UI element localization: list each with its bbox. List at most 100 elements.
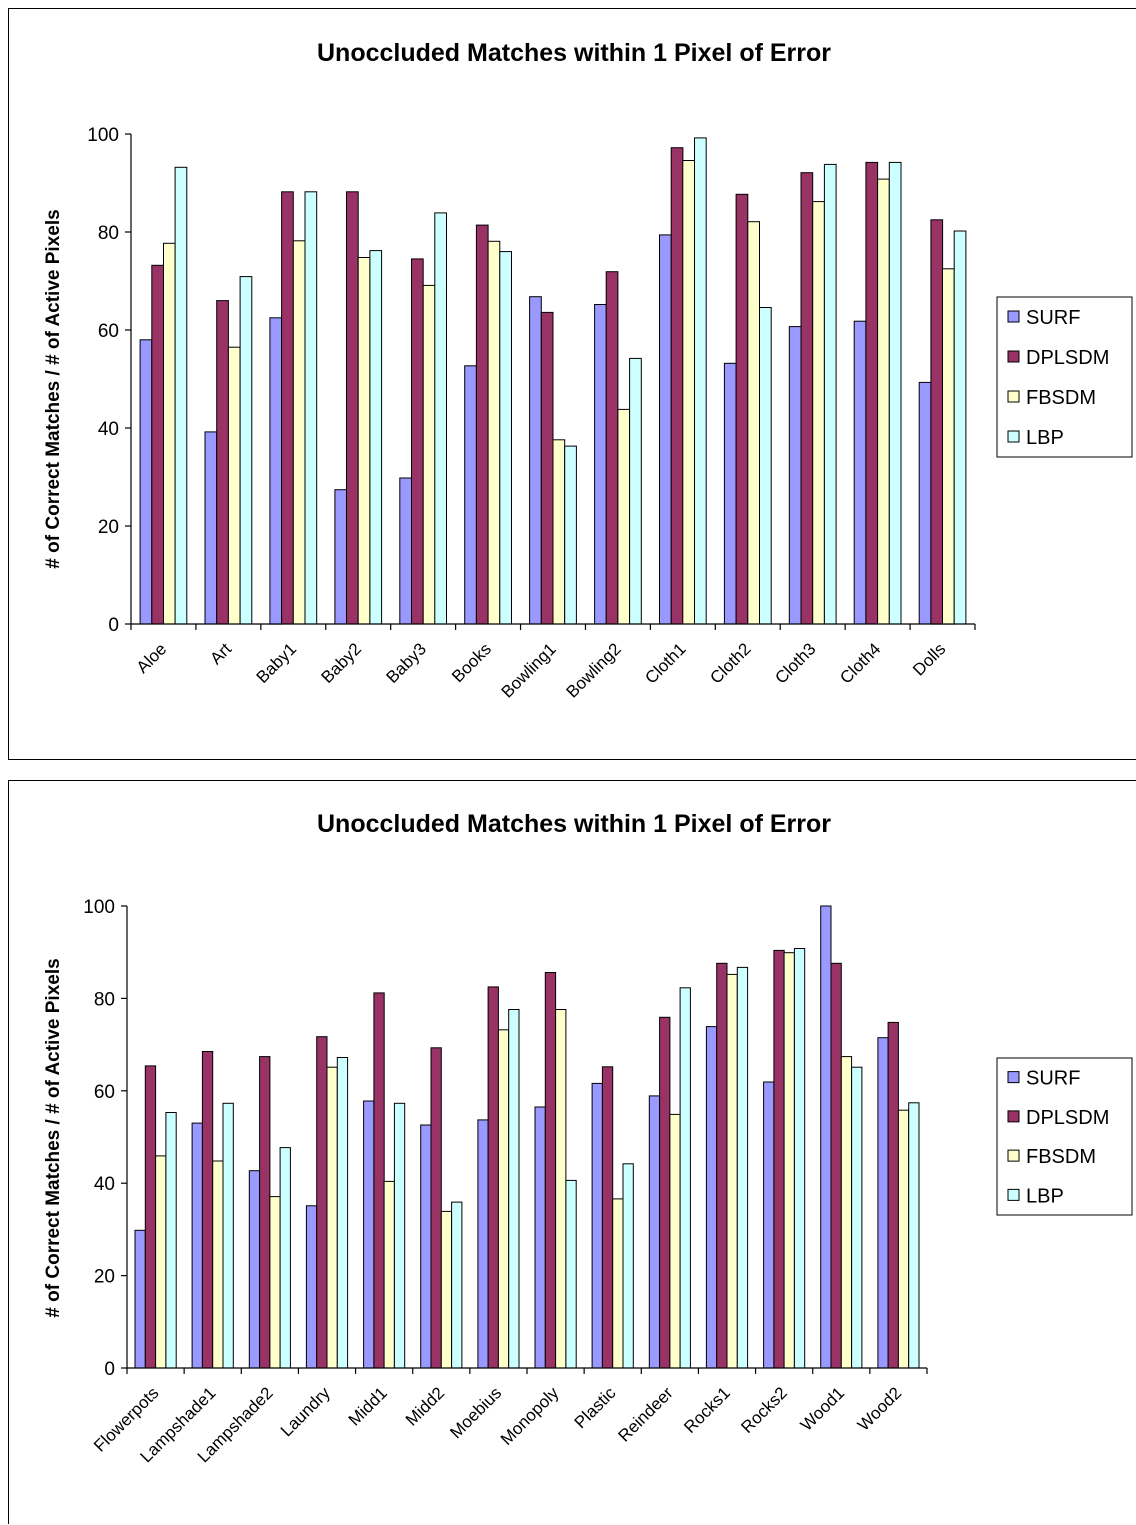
- bar-lbp-art: [239, 276, 253, 625]
- bar-fbsdm-rocks2: [783, 952, 795, 1369]
- x-tick-label: Bowling1: [498, 639, 560, 701]
- bar-dplsdm-rocks1: [716, 962, 728, 1369]
- legend-swatch-lbp: [1007, 430, 1020, 443]
- x-tick-label: Monopoly: [497, 1383, 563, 1449]
- bar-surf-plastic: [591, 1082, 603, 1369]
- bar-surf-wood1: [820, 905, 832, 1369]
- legend-swatch-surf: [1007, 310, 1020, 323]
- bar-fbsdm-dolls: [942, 268, 955, 625]
- bar-dplsdm-cloth4: [865, 161, 879, 625]
- bar-surf-rocks2: [763, 1081, 775, 1369]
- bar-lbp-cloth1: [694, 137, 707, 625]
- x-tick-label: Midd2: [402, 1383, 448, 1429]
- bar-lbp-cloth4: [888, 161, 902, 625]
- x-tick-label: Bowling2: [563, 639, 625, 701]
- bar-surf-art: [204, 431, 218, 625]
- bar-fbsdm-laundry: [326, 1066, 338, 1369]
- legend-swatch-surf: [1007, 1071, 1020, 1084]
- bar-dplsdm-aloe: [151, 264, 165, 625]
- bar-fbsdm-bowling2: [617, 408, 631, 625]
- legend-swatch-fbsdm: [1007, 390, 1020, 403]
- y-tick-label: 60: [98, 321, 119, 342]
- bar-fbsdm-monopoly: [555, 1009, 567, 1369]
- x-tick-label: Baby2: [318, 639, 366, 687]
- y-axis-label: # of Correct Matches / # of Active Pixel…: [43, 209, 64, 568]
- bar-surf-aloe: [139, 339, 153, 625]
- bar-dplsdm-cloth2: [735, 193, 749, 625]
- y-tick-label: 80: [98, 223, 119, 244]
- bar-surf-cloth2: [723, 362, 737, 625]
- x-tick-label: Cloth4: [836, 639, 884, 687]
- bar-surf-bowling1: [529, 296, 542, 625]
- y-tick-label: 60: [94, 1082, 115, 1103]
- bar-fbsdm-lampshade1: [212, 1160, 224, 1369]
- bar-dplsdm-lampshade1: [201, 1051, 214, 1369]
- bar-surf-wood2: [877, 1037, 889, 1369]
- x-tick-label: Dolls: [909, 639, 949, 679]
- bar-fbsdm-baby2: [357, 257, 371, 625]
- x-tick-label: Plastic: [571, 1383, 620, 1432]
- bar-dplsdm-reindeer: [659, 1016, 671, 1369]
- y-tick-label: 80: [94, 989, 115, 1010]
- bar-dplsdm-baby3: [411, 258, 424, 625]
- bar-dplsdm-plastic: [601, 1066, 614, 1369]
- bar-lbp-aloe: [174, 166, 188, 625]
- bar-dplsdm-midd1: [373, 992, 385, 1369]
- x-tick-label: Rocks1: [680, 1383, 734, 1437]
- chart-title: Unoccluded Matches within 1 Pixel of Err…: [317, 39, 831, 67]
- y-axis-label: # of Correct Matches / # of Active Pixel…: [43, 958, 64, 1317]
- bar-lbp-wood1: [851, 1066, 863, 1369]
- bar-fbsdm-art: [227, 346, 241, 625]
- bar-dplsdm-baby1: [281, 191, 294, 625]
- bar-dplsdm-moebius: [487, 986, 499, 1369]
- bar-fbsdm-wood2: [897, 1109, 910, 1369]
- bar-fbsdm-books: [487, 240, 501, 625]
- bar-surf-cloth4: [853, 320, 867, 625]
- x-tick-label: Baby3: [383, 639, 431, 687]
- bar-dplsdm-flowerpots: [144, 1065, 157, 1369]
- bar-dplsdm-baby2: [346, 191, 359, 625]
- bar-lbp-baby1: [304, 191, 318, 625]
- legend-label-dplsdm: DPLSDM: [1026, 347, 1109, 369]
- bar-dplsdm-rocks2: [773, 949, 785, 1369]
- legend-label-lbp: LBP: [1026, 1185, 1064, 1207]
- bar-lbp-midd2: [451, 1201, 463, 1369]
- bar-dplsdm-laundry: [316, 1036, 328, 1369]
- bar-lbp-cloth2: [759, 307, 772, 625]
- bar-dplsdm-cloth3: [800, 172, 814, 625]
- bar-dplsdm-wood1: [830, 962, 842, 1369]
- bar-dplsdm-books: [475, 224, 489, 625]
- legend-swatch-dplsdm: [1007, 350, 1020, 363]
- legend-swatch-lbp: [1007, 1188, 1020, 1201]
- x-tick-label: Wood1: [797, 1383, 848, 1434]
- bar-fbsdm-bowling1: [552, 439, 566, 625]
- legend-label-fbsdm: FBSDM: [1026, 387, 1096, 409]
- bar-lbp-bowling1: [564, 445, 577, 625]
- legend-label-surf: SURF: [1026, 307, 1080, 329]
- bar-fbsdm-midd1: [383, 1180, 395, 1369]
- x-tick-label: Aloe: [133, 639, 170, 676]
- bar-dplsdm-monopoly: [544, 972, 557, 1369]
- y-tick-label: 20: [94, 1267, 115, 1288]
- bar-dplsdm-bowling1: [540, 311, 554, 625]
- bar-fbsdm-baby3: [422, 284, 436, 625]
- bar-lbp-laundry: [336, 1057, 349, 1369]
- bar-fbsdm-reindeer: [669, 1113, 681, 1369]
- x-tick-label: Books: [448, 639, 495, 686]
- x-tick-label: Reindeer: [615, 1383, 677, 1445]
- bar-surf-dolls: [918, 381, 932, 625]
- bar-surf-cloth1: [659, 234, 672, 625]
- bar-dplsdm-dolls: [930, 219, 944, 625]
- bar-lbp-cloth3: [823, 163, 837, 625]
- bar-lbp-rocks1: [736, 966, 749, 1369]
- bar-fbsdm-wood1: [840, 1056, 853, 1369]
- x-tick-label: Midd1: [345, 1383, 391, 1429]
- y-tick-label: 0: [108, 615, 119, 636]
- bar-surf-bowling2: [594, 304, 607, 625]
- y-tick-label: 20: [98, 517, 119, 538]
- bar-surf-books: [464, 365, 477, 625]
- y-tick-label: 40: [98, 419, 119, 440]
- bar-dplsdm-cloth1: [670, 147, 684, 625]
- bar-dplsdm-wood2: [887, 1021, 899, 1369]
- chart-panel-bottom: Unoccluded Matches within 1 Pixel of Err…: [8, 780, 1136, 1524]
